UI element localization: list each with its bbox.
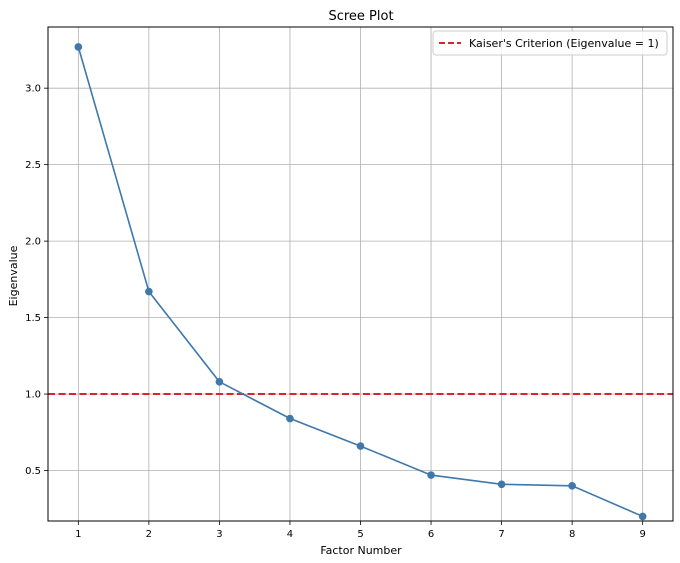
x-axis-ticks: 1 2 3 4 5 6 7 8 9 [75,521,646,540]
eigenvalue-point [427,471,435,479]
y-tick-label: 0.5 [25,466,41,477]
y-tick-label: 3.0 [25,84,41,95]
eigenvalue-point [638,512,647,521]
y-tick-label: 1.0 [25,390,41,401]
x-tick-label: 1 [75,529,81,540]
y-axis-label: Eigenvalue [7,245,20,306]
grid [48,27,673,521]
x-tick-label: 6 [428,529,434,540]
chart-title: Scree Plot [328,9,393,24]
series [74,43,647,521]
legend: Kaiser's Criterion (Eigenvalue = 1) [432,30,668,56]
y-axis-ticks: 0.5 1.0 1.5 2.0 2.5 3.0 [25,84,48,477]
x-tick-label: 2 [146,529,152,540]
x-tick-label: 9 [639,529,645,540]
legend-box [432,30,668,56]
eigenvalue-point [497,480,506,489]
y-tick-label: 1.5 [25,313,41,324]
eigenvalue-point [356,442,365,450]
eigenvalue-point [74,43,83,51]
y-tick-label: 2.5 [25,160,41,171]
x-tick-label: 5 [357,529,363,540]
legend-entry-kaiser: Kaiser's Criterion (Eigenvalue = 1) [469,37,659,50]
x-tick-label: 8 [569,529,575,540]
eigenvalue-point [215,378,224,386]
eigenvalue-point [568,482,576,490]
eigenvalue-point [145,287,153,296]
x-tick-label: 4 [287,529,293,540]
x-tick-label: 7 [498,529,504,540]
y-tick-label: 2.0 [25,237,41,248]
eigenvalue-point [286,414,294,423]
x-axis-label: Factor Number [320,544,402,557]
x-tick-label: 3 [216,529,222,540]
